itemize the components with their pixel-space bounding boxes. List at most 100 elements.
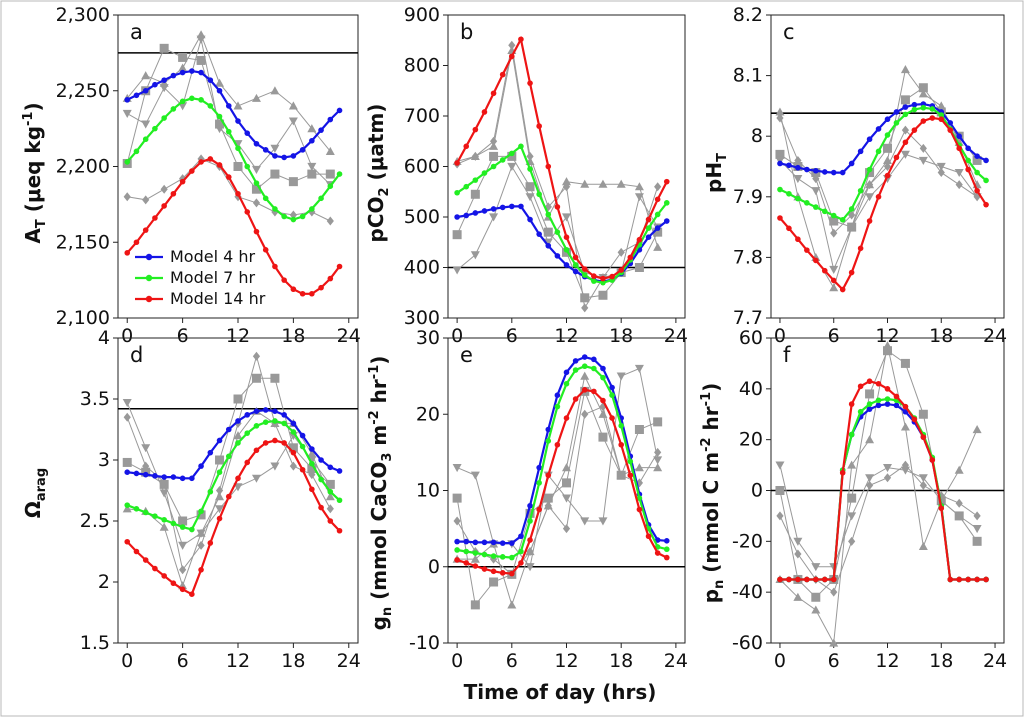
model-point-a-model4 (161, 77, 167, 83)
model-point-e-model14 (481, 566, 488, 572)
model-point-a-model4 (309, 137, 315, 144)
model-point-d-model7 (142, 509, 149, 516)
model-point-e-model14 (527, 537, 533, 543)
observed-point-d-square (288, 443, 298, 453)
model-point-e-model7 (600, 374, 606, 381)
model-point-d-model4 (216, 437, 223, 444)
observed-point-b-triangle-up (634, 182, 644, 191)
x-tick-label-f: 12 (875, 650, 899, 672)
observed-point-b-diamond (617, 247, 625, 257)
x-tick-label-d: 12 (226, 650, 250, 672)
x-tick-label-f: 0 (774, 650, 786, 672)
x-tick-label-e: 18 (609, 650, 633, 672)
model-point-f-model7 (866, 401, 873, 407)
model-point-b-model7 (499, 157, 506, 163)
model-point-b-model7 (600, 279, 606, 286)
panel-letter-f: f (783, 343, 791, 367)
model-point-c-model14 (974, 187, 980, 194)
observed-point-a-square (159, 43, 169, 53)
model-point-d-model14 (336, 527, 343, 534)
observed-point-f-diamond (901, 460, 910, 470)
model-point-a-model14 (216, 162, 223, 168)
model-point-b-model7 (481, 170, 488, 176)
model-point-c-model7 (830, 212, 837, 219)
model-point-d-model7 (124, 502, 131, 508)
model-point-e-model7 (527, 518, 533, 524)
observed-point-b-square (507, 151, 517, 161)
observed-point-e-square (489, 577, 499, 587)
model-point-d-model7 (170, 520, 177, 527)
observed-point-f-diamond (919, 480, 927, 490)
observed-point-f-triangle-up (811, 605, 821, 614)
x-tick-label-b: 0 (451, 325, 463, 347)
model-point-c-model4 (839, 169, 846, 176)
model-point-d-model14 (290, 449, 297, 456)
observed-point-c-triangle-up (775, 107, 785, 116)
model-point-e-model7 (591, 365, 597, 372)
model-point-e-model14 (554, 441, 561, 448)
model-point-a-model14 (152, 215, 158, 221)
model-point-d-model7 (327, 488, 334, 495)
model-point-e-model4 (563, 369, 570, 376)
observed-point-d-diamond (179, 565, 187, 575)
model-point-b-model7 (645, 225, 652, 231)
model-point-d-model4 (244, 412, 251, 418)
observed-point-f-triangle-down (883, 464, 892, 473)
observed-point-b-triangle-down (452, 266, 462, 275)
model-point-e-model7 (499, 554, 506, 560)
legend-marker (145, 253, 153, 261)
observed-point-a-triangle-down (122, 109, 132, 118)
model-point-b-model7 (536, 191, 542, 198)
observed-point-b-square (543, 227, 553, 237)
observed-point-a-triangle-up (178, 63, 188, 72)
observed-point-d-triangle-up (159, 522, 169, 531)
model-point-b-model7 (527, 166, 533, 172)
model-point-e-model14 (490, 568, 497, 575)
observed-point-f-triangle-down (972, 525, 982, 534)
model-point-e-model14 (572, 396, 579, 402)
model-point-c-model14 (983, 201, 989, 208)
model-point-d-model7 (216, 469, 223, 476)
model-point-d-model7 (336, 497, 343, 504)
observed-point-e-triangle-down (616, 372, 626, 381)
observed-point-a-square (233, 162, 243, 171)
model-point-a-model7 (299, 213, 306, 220)
y-tick-label-a: 2,250 (56, 80, 110, 102)
model-point-a-model7 (235, 145, 241, 152)
model-point-e-model7 (454, 547, 460, 553)
model-point-d-model7 (133, 506, 140, 512)
model-point-a-model14 (179, 178, 186, 185)
observed-point-f-diamond (883, 473, 892, 483)
model-point-e-model4 (609, 384, 615, 391)
legend-marker (145, 295, 153, 303)
observed-point-e-triangle-down (452, 464, 462, 473)
observed-point-b-triangle-down (634, 193, 644, 202)
observed-point-c-triangle-up (936, 101, 946, 110)
model-point-f-model14 (777, 576, 783, 583)
model-point-c-model14 (920, 118, 927, 124)
model-point-a-model4 (299, 147, 306, 153)
model-point-b-model4 (481, 208, 488, 214)
observed-point-a-square (270, 169, 280, 179)
model-point-d-model4 (142, 471, 149, 478)
observed-point-d-diamond (123, 412, 131, 422)
observed-point-b-diamond (489, 136, 498, 146)
observed-point-d-triangle-down (122, 399, 132, 408)
model-point-a-model14 (262, 247, 269, 253)
model-point-b-model7 (591, 278, 597, 284)
observed-line-f-diamond (779, 464, 978, 593)
panel-letter-e: e (460, 343, 473, 367)
model-point-a-model7 (244, 163, 251, 170)
observed-point-b-diamond (508, 40, 516, 50)
model-point-a-model4 (225, 103, 232, 109)
model-point-e-model7 (618, 422, 624, 429)
model-point-b-model4 (554, 253, 561, 259)
model-point-f-model14 (804, 576, 810, 583)
model-point-b-model4 (472, 210, 479, 216)
y-tick-label-e: 20 (416, 403, 440, 425)
model-point-a-model7 (152, 125, 158, 132)
model-point-d-model14 (299, 466, 306, 473)
model-point-e-model14 (472, 563, 479, 569)
y-tick-label-f: -20 (732, 530, 763, 552)
model-point-b-model4 (518, 203, 524, 210)
